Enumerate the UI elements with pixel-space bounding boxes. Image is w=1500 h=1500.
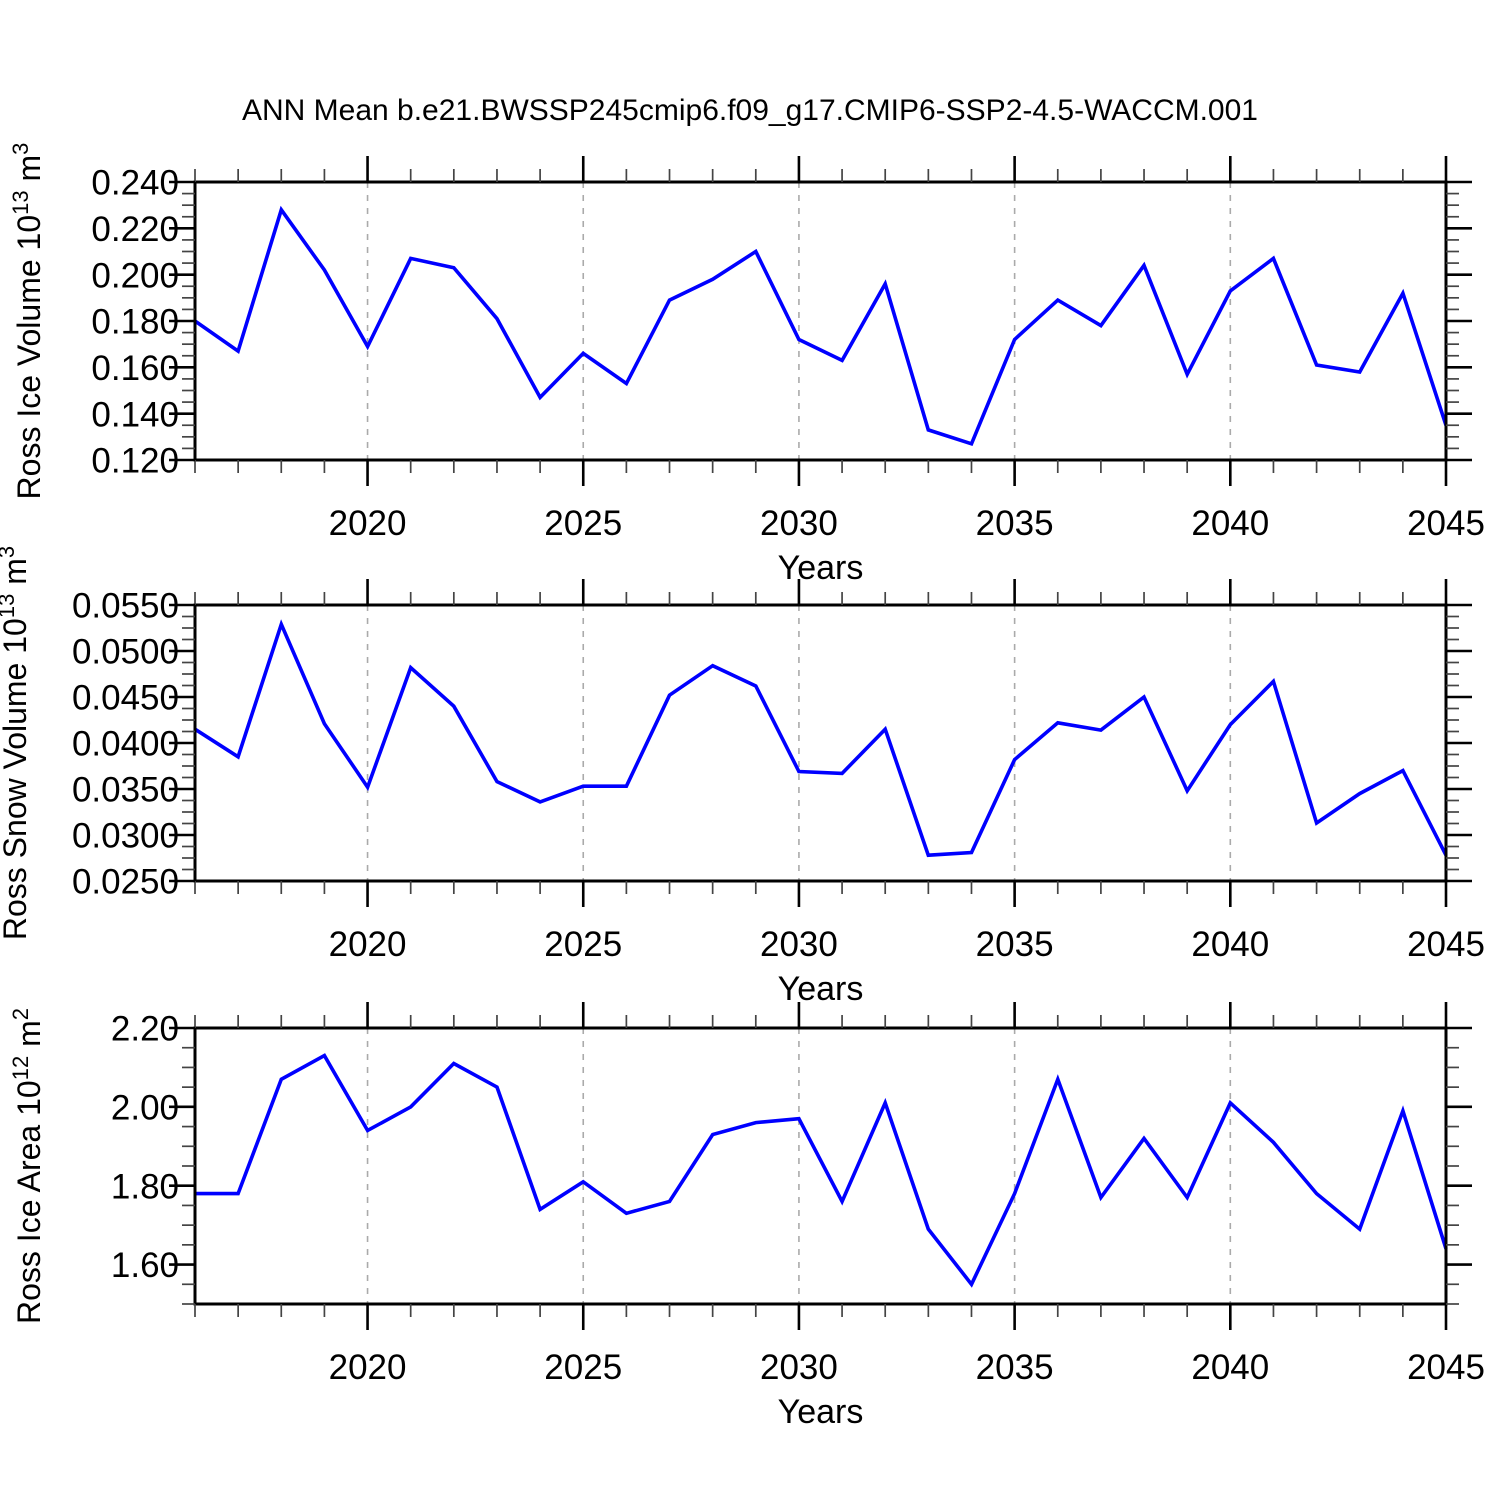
y-tick-label: 0.220 [91,210,179,249]
x-tick-label: 2045 [1407,504,1485,543]
y-tick-label: 0.200 [91,256,179,295]
y-tick-label: 0.0400 [72,725,179,764]
x-tick-label: 2045 [1407,925,1485,964]
line-series-ross-ice-area [195,1053,1448,1288]
y-tick-label: 0.0250 [72,863,179,902]
y-tick-label: 2.00 [111,1088,179,1127]
plot-border [193,180,1448,462]
y-tick-label: 0.0300 [72,817,179,856]
x-tick-label: 2020 [329,1348,407,1387]
y-axis-title: Ross Ice Volume 1013 m3 [8,143,47,500]
y-tick-label: 0.0450 [72,679,179,718]
y-tick-label: 1.80 [111,1167,179,1206]
line-series-ross-ice-volume [193,205,1448,447]
x-tick-label: 2035 [976,925,1054,964]
y-tick-label: 0.0350 [72,771,179,810]
plot-border [193,1026,1448,1306]
y-tick-label: 0.0550 [72,587,179,626]
x-tick-label: 2030 [760,504,838,543]
x-tick-label: 2020 [329,925,407,964]
y-tick-label: 2.20 [111,1010,179,1049]
x-tick-label: 2040 [1191,504,1269,543]
x-axis-title: Years [778,970,864,1008]
x-tick-label: 2030 [760,1348,838,1387]
y-tick-label: 0.180 [91,303,179,342]
x-axis-title: Years [778,1393,864,1431]
x-tick-label: 2030 [760,925,838,964]
x-tick-label: 2035 [976,1348,1054,1387]
x-tick-label: 2040 [1191,925,1269,964]
line-series-ross-snow-volume [194,619,1448,858]
y-tick-label: 0.140 [91,395,179,434]
chart-title: ANN Mean b.e21.BWSSP245cmip6.f09_g17.CMI… [241,94,1258,127]
y-tick-label: 0.0500 [72,633,179,672]
x-tick-label: 2040 [1191,1348,1269,1387]
x-axis-title: Years [778,549,864,587]
y-tick-label: 1.60 [111,1246,179,1285]
x-tick-label: 2025 [544,504,622,543]
x-tick-label: 2020 [329,504,407,543]
x-tick-label: 2025 [544,1348,622,1387]
panel-ross-ice-volume: 0.120 0.140 0.160 0.180 0.200 0.220 0.240 2020 2… [8,143,1485,587]
x-tick-label: 2045 [1407,1348,1485,1387]
y-tick-label: 0.240 [91,164,179,203]
y-axis-title: Ross Snow Volume 1013 m3 [0,546,33,940]
panel-ross-ice-area: 1.60 1.80 2.00 2.20 2020 2025 2030 2035 2040 2045… [8,1002,1485,1431]
x-tick-label: 2025 [544,925,622,964]
y-tick-label: 0.120 [91,442,179,481]
x-tick-label: 2035 [976,504,1054,543]
panel-ross-snow-volume: 0.0250 0.0300 0.0350 0.0400 0.0450 0.0500 0.05… [0,546,1485,1008]
y-tick-label: 0.160 [91,349,179,388]
y-axis-title: Ross Ice Area 1012 m2 [8,1008,47,1324]
